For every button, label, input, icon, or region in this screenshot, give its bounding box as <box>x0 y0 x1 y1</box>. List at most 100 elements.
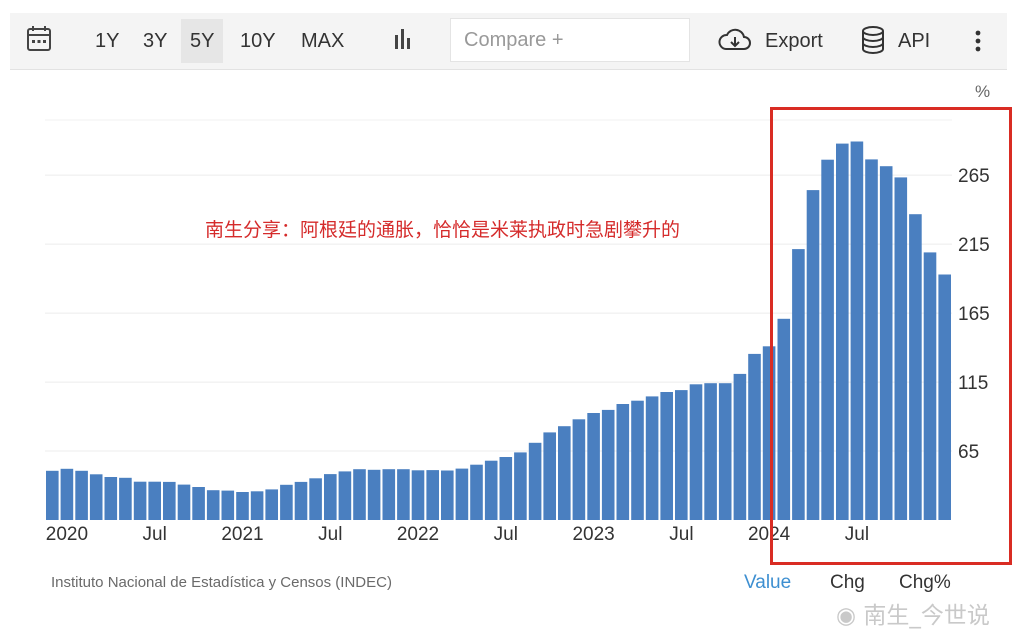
export-label: Export <box>765 30 823 52</box>
bar <box>631 400 644 520</box>
bar <box>236 492 249 520</box>
bar <box>601 409 615 520</box>
bar <box>572 419 586 520</box>
bar <box>909 214 922 520</box>
y-tick-label: 165 <box>958 304 990 325</box>
bar <box>206 490 220 520</box>
bar <box>148 481 161 520</box>
bar <box>499 457 513 520</box>
bar <box>75 470 88 520</box>
range-3y-button[interactable]: 3Y <box>143 30 168 52</box>
bar <box>748 353 761 520</box>
y-axis-unit: % <box>975 82 991 101</box>
bar <box>850 141 864 520</box>
source-label: Instituto Nacional de Estadística y Cens… <box>51 574 392 591</box>
calendar-icon[interactable] <box>24 13 54 69</box>
bar <box>397 469 410 520</box>
range-max-button[interactable]: MAX <box>301 30 345 52</box>
bar <box>616 404 630 520</box>
range-1y-button[interactable]: 1Y <box>95 30 120 52</box>
bar <box>192 487 205 520</box>
bar <box>280 484 293 520</box>
bar <box>119 477 132 520</box>
x-tick-label: 2020 <box>46 524 88 545</box>
x-tick-label: Jul <box>318 524 342 545</box>
watermark-text: 南生_今世说 <box>863 603 990 629</box>
range-10y-button[interactable]: 10Y <box>240 30 276 52</box>
value-button[interactable]: Value <box>744 572 792 593</box>
bar <box>133 481 147 520</box>
chart-type-icon[interactable] <box>390 13 416 69</box>
y-tick-label: 115 <box>958 373 988 394</box>
bar <box>294 481 308 520</box>
bar <box>718 383 732 520</box>
y-tick-label: 215 <box>958 235 990 256</box>
toolbar: 1Y 3Y 5Y 10Y MAX Compare + Export API <box>10 13 1007 70</box>
bar <box>514 452 527 520</box>
bar <box>587 413 600 520</box>
bar <box>382 469 396 520</box>
x-tick-label: Jul <box>845 524 869 545</box>
bar <box>675 390 688 520</box>
x-tick-label: Jul <box>494 524 518 545</box>
bar <box>367 469 381 520</box>
bar <box>104 477 118 520</box>
watermark: ◉ 南生_今世说 <box>836 596 990 630</box>
bar <box>60 468 74 520</box>
bar <box>265 489 278 520</box>
bar <box>177 484 191 520</box>
bar <box>353 469 366 520</box>
bar <box>879 166 893 520</box>
bar <box>938 274 951 520</box>
bar <box>792 249 805 520</box>
bar <box>894 177 908 520</box>
export-button[interactable]: Export <box>717 13 823 69</box>
bar <box>484 460 498 520</box>
bar <box>163 481 176 520</box>
annotation-text: 南生分享：阿根廷的通胀，恰恰是米莱执政时急剧攀升的 <box>205 219 681 241</box>
bar <box>689 384 703 520</box>
bar <box>836 143 849 520</box>
bar <box>221 490 235 520</box>
range-5y-button[interactable]: 5Y <box>181 19 224 63</box>
api-button[interactable]: API <box>858 13 930 69</box>
y-tick-label: 65 <box>958 442 979 463</box>
bar <box>865 159 878 520</box>
bar <box>543 432 556 520</box>
bar <box>441 470 454 520</box>
weibo-icon: ◉ <box>836 603 857 629</box>
x-tick-label: 2024 <box>748 524 791 545</box>
api-label: API <box>898 30 931 52</box>
bar <box>309 478 322 520</box>
bar <box>455 468 469 520</box>
bar <box>821 159 834 520</box>
chg-percent-button[interactable]: Chg% <box>899 572 951 593</box>
cloud-download-icon <box>718 28 751 50</box>
bar <box>528 442 542 520</box>
bar <box>558 426 571 520</box>
bar <box>645 396 659 520</box>
x-tick-label: 2021 <box>221 524 263 545</box>
bar <box>923 252 937 520</box>
bar <box>806 190 820 520</box>
bar <box>250 491 264 520</box>
bar <box>46 470 59 520</box>
more-vertical-icon[interactable] <box>970 13 986 69</box>
bar <box>704 383 717 520</box>
bar <box>338 471 352 520</box>
x-tick-label: 2023 <box>572 524 614 545</box>
bar <box>89 474 103 520</box>
bar <box>324 474 337 520</box>
database-icon <box>862 26 884 54</box>
bar <box>660 392 673 520</box>
bar <box>733 373 747 520</box>
bar <box>426 470 439 520</box>
chg-button[interactable]: Chg <box>830 572 865 593</box>
x-tick-label: Jul <box>669 524 693 545</box>
bar <box>777 318 791 520</box>
highlight-box <box>770 107 1012 565</box>
x-tick-label: Jul <box>143 524 167 545</box>
x-tick-label: 2022 <box>397 524 439 545</box>
compare-input[interactable]: Compare + <box>450 18 690 62</box>
